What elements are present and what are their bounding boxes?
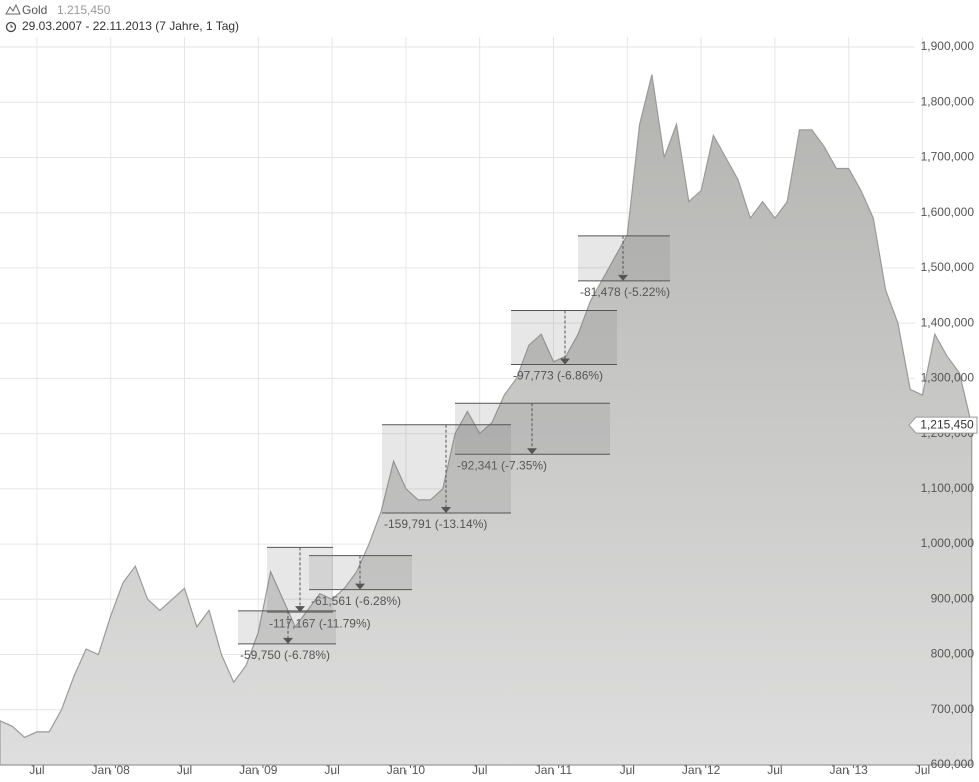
drawdown-arrowhead [283,637,293,644]
current-value-box [908,416,978,434]
drawdown-box [382,424,511,514]
period: 29.03.2007 - 22.11.2013 (7 Jahre, 1 Tag) [22,19,239,33]
drawdown-label: -81,478 (-5.22%) [580,285,670,299]
x-tick-label: Jul [472,763,487,777]
y-tick-label: 1,800,000 [921,94,975,108]
y-tick-label: 1,400,000 [921,315,975,329]
plot [0,74,973,766]
annotations: -81,478 (-5.22%) -97,773 (-6.86%) -92,341 … [238,235,670,662]
x-tick-label: Jan '11 [535,763,573,777]
y-tick-label: 700,000 [931,702,975,716]
y-tick-label: 1,500,000 [921,260,975,274]
clock-icon [5,21,17,33]
y-tick-label: 600,000 [931,757,975,771]
drawdown-arrowhead [618,274,628,281]
current-value-label: 1,215,450 [920,417,974,431]
drawdown-box [511,310,617,365]
chart-icon [5,3,21,15]
drawdown-arrowhead [295,606,305,613]
x-tick-label: Jan '10 [387,763,426,777]
x-tick-label: Jul [324,763,339,777]
x-tick-label: Jul [915,763,930,777]
drawdown-label: -92,341 (-7.35%) [457,458,547,472]
y-tick-label: 1,100,000 [921,481,975,495]
x-tick-label: Jan '09 [239,763,278,777]
y-tick-label: 800,000 [931,647,975,661]
drawdown-arrowhead [527,448,537,455]
y-tick-label: 1,300,000 [921,371,975,385]
x-tick-label: Jul [767,763,782,777]
x-tick-label: Jan '12 [682,763,721,777]
drawdown-label: -61,561 (-6.28%) [311,594,401,608]
y-tick-label: 1,600,000 [921,205,975,219]
drawdown-arrowhead [355,583,365,590]
x-tick-label: Jan '08 [92,763,131,777]
x-tick-label: Jul [177,763,192,777]
drawdown-label: -97,773 (-6.86%) [513,369,603,383]
y-tick-label: 900,000 [931,591,975,605]
drawdown-arrowhead [441,507,451,514]
y-tick-label: 1,000,000 [921,536,975,550]
x-tick-label: Jul [620,763,635,777]
area [0,74,973,766]
y-tick-label: 1,900,000 [921,39,975,53]
axis: 600,000 700,000 800,000 900,000 1,000,000 1,1… [29,39,978,777]
drawdown-label: -59,750 (-6.78%) [240,648,330,662]
drawdown-arrowhead [560,358,570,365]
x-tick-label: Jul [29,763,44,777]
drawdown-label: -159,791 (-13.14%) [384,517,487,531]
series-name: Gold [22,3,47,17]
drawdown-label: -117,167 (-11.79%) [269,616,371,630]
drawdown-box [578,235,670,281]
y-tick-label: 1,700,000 [921,150,975,164]
clock-hands [10,24,13,28]
x-tick-label: Jan '13 [830,763,869,777]
header-value: 1.215,450 [57,3,111,17]
